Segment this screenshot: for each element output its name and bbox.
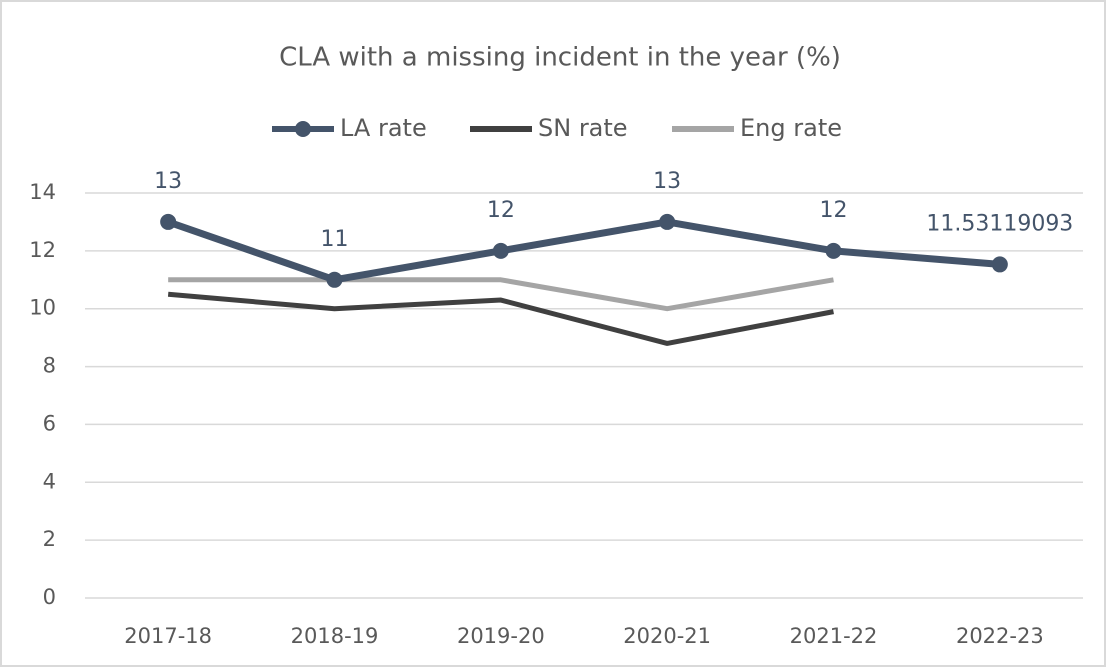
legend-label: SN rate — [538, 114, 628, 142]
data-label: 11.53119093 — [926, 211, 1073, 236]
legend-marker — [295, 121, 311, 137]
y-tick-label: 10 — [29, 296, 56, 320]
y-tick-label: 12 — [29, 238, 56, 262]
marker — [160, 213, 177, 230]
y-tick-label: 2 — [43, 527, 56, 551]
marker — [991, 256, 1008, 273]
y-tick-label: 14 — [29, 180, 56, 204]
y-tick-label: 8 — [43, 354, 56, 378]
data-label: 13 — [653, 169, 681, 194]
y-tick-label: 0 — [43, 585, 56, 609]
data-label: 12 — [487, 198, 515, 223]
x-tick-label: 2021-22 — [790, 624, 878, 648]
legend-label: LA rate — [340, 114, 427, 142]
marker — [326, 271, 343, 288]
x-tick-label: 2022-23 — [956, 624, 1044, 648]
x-tick-label: 2018-19 — [291, 624, 379, 648]
data-label: 12 — [820, 198, 848, 223]
marker — [825, 242, 842, 259]
x-tick-label: 2017-18 — [124, 624, 212, 648]
series-line — [167, 291, 834, 346]
series-line — [167, 218, 1001, 284]
data-label: 11 — [321, 227, 349, 252]
x-tick-label: 2020-21 — [623, 624, 711, 648]
chart-title: CLA with a missing incident in the year … — [279, 43, 841, 73]
data-label: 13 — [154, 169, 182, 194]
x-tick-label: 2019-20 — [457, 624, 545, 648]
legend-label: Eng rate — [740, 114, 842, 142]
marker — [659, 213, 676, 230]
y-tick-label: 4 — [43, 469, 56, 493]
marker — [492, 242, 509, 259]
y-tick-label: 6 — [43, 411, 56, 435]
series-line — [168, 277, 834, 312]
